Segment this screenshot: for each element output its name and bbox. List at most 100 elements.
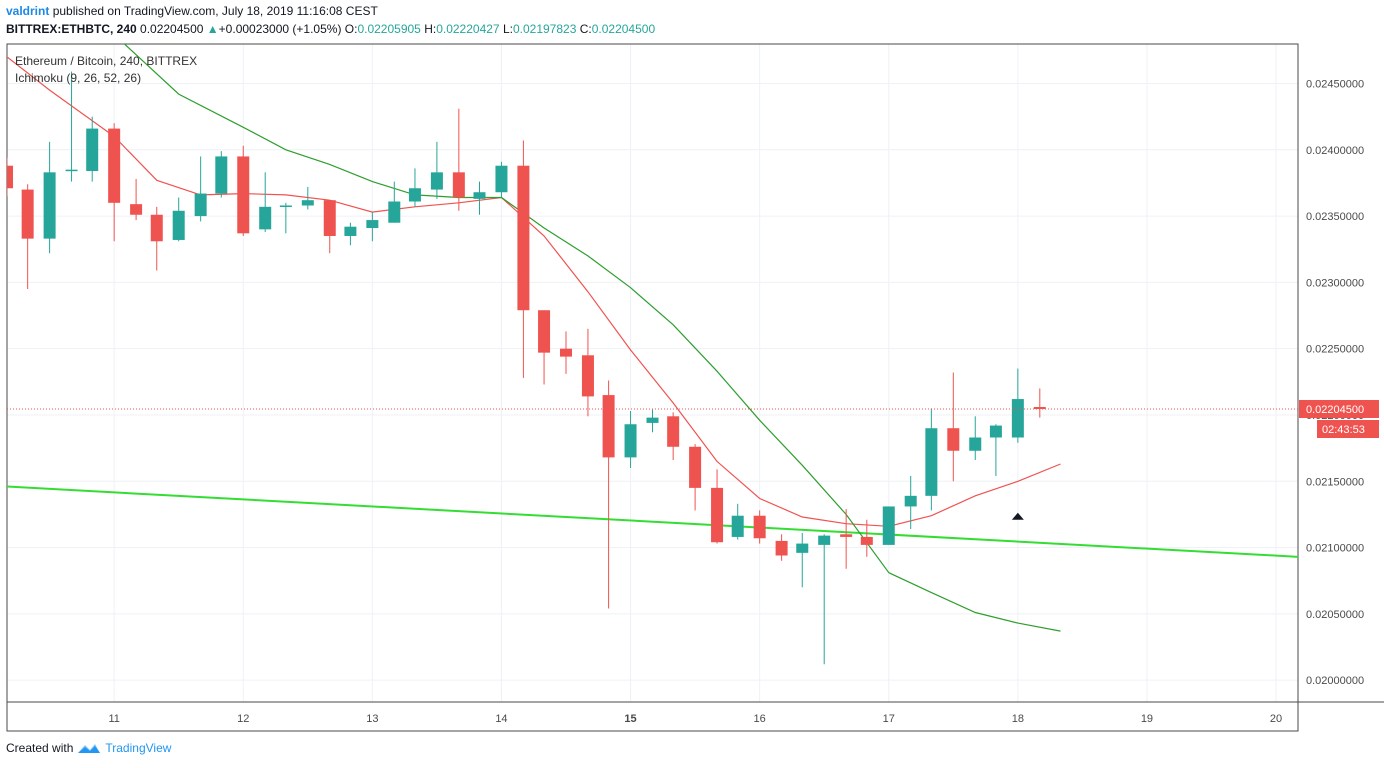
candle-body (408, 188, 421, 202)
price-tick-label: 0.02000000 (1306, 675, 1364, 687)
candle (904, 475, 917, 529)
author-name[interactable]: valdrint (6, 4, 50, 18)
tradingview-logo-icon (78, 744, 101, 753)
candle-body (581, 355, 594, 397)
candle (840, 509, 853, 569)
candle-body (711, 487, 724, 543)
candle (21, 184, 34, 290)
candle (646, 409, 659, 433)
candle-body (925, 428, 938, 496)
plot-frame (6, 43, 1299, 732)
published-text: published on TradingView.com, July 18, 2… (52, 4, 378, 18)
candle-body (904, 495, 917, 507)
candle-body (840, 534, 853, 537)
candle-body (388, 201, 401, 223)
candle (882, 506, 895, 545)
publish-info: valdrint published on TradingView.com, J… (6, 4, 378, 18)
high-label: H: (424, 22, 437, 36)
candle (947, 372, 960, 482)
candle (753, 510, 766, 544)
candle-body (969, 437, 982, 451)
last-price-badge-value: 0.02204500 (1306, 404, 1364, 416)
last-price: 0.02204500 (140, 22, 204, 36)
triangle-up-marker (1011, 512, 1024, 520)
price-tick-label: 0.02250000 (1306, 344, 1364, 356)
tradingview-brand-link[interactable]: TradingView (105, 741, 172, 755)
candle-body (646, 417, 659, 423)
candle-body (1033, 407, 1046, 409)
last-price-badge-bg (1299, 399, 1379, 418)
candle-body (495, 165, 508, 193)
price-tick-label: 0.02400000 (1306, 145, 1364, 157)
time-tick-label: 12 (237, 713, 249, 725)
candle (301, 186, 314, 210)
candle-body (689, 446, 702, 488)
time-axis[interactable]: 11 12 13 14 15 16 17 18 19 20 (108, 713, 1282, 725)
triangle-up-icon (1011, 512, 1024, 520)
candle (408, 168, 421, 207)
candle-body (473, 192, 486, 199)
time-tick-label: 15 (624, 713, 636, 725)
close-value: 0.02204500 (591, 22, 656, 36)
candle (215, 151, 228, 198)
candle (667, 412, 680, 461)
candle-body (7, 165, 13, 189)
low-value: 0.02197823 (512, 22, 577, 36)
price-axis[interactable]: 0.02000000 0.02050000 0.02100000 0.02150000… (1306, 79, 1364, 688)
candle (860, 519, 873, 557)
candle-body (667, 416, 680, 447)
candle (1033, 388, 1046, 418)
candle (624, 410, 637, 468)
countdown-badge-value: 02:43:53 (1322, 424, 1365, 436)
candle (388, 181, 401, 223)
candle-body (775, 540, 788, 556)
candle (731, 503, 744, 540)
candle (473, 181, 486, 215)
legend-indicator: Ichimoku (9, 26, 52, 26) (15, 71, 141, 85)
open-label: O: (344, 22, 358, 36)
candle-body (237, 156, 250, 234)
time-tick-label: 14 (495, 713, 507, 725)
candle-body (194, 193, 207, 217)
time-tick-label: 13 (366, 713, 378, 725)
candle-body (989, 425, 1002, 438)
candle (818, 534, 831, 665)
tenkan-line (7, 56, 1061, 527)
candle-body (560, 348, 573, 357)
candle-body (323, 200, 336, 236)
candle (259, 172, 272, 232)
candle (194, 156, 207, 222)
candle (517, 140, 530, 378)
price-tick-label: 0.02050000 (1306, 609, 1364, 621)
candle (65, 71, 78, 182)
candle-body (517, 165, 530, 311)
candle-body (882, 506, 895, 545)
candle-body (279, 205, 292, 207)
candle (150, 206, 163, 271)
candle (602, 380, 615, 609)
candle (452, 108, 465, 211)
candle (538, 310, 551, 385)
candle (989, 424, 1002, 476)
candle-body (65, 169, 78, 172)
high-value: 0.02220427 (436, 22, 500, 36)
candle (925, 408, 938, 511)
price-tick-label: 0.02450000 (1306, 79, 1364, 91)
support-trendline (7, 485, 1298, 558)
time-tick-label: 19 (1141, 713, 1153, 725)
candle-body (344, 226, 357, 236)
candle (796, 532, 809, 588)
candle-body (150, 214, 163, 242)
candle-body (215, 156, 228, 194)
candle (1011, 368, 1024, 443)
up-arrow-icon: ▲ (206, 22, 219, 36)
chart-grid (7, 44, 1298, 702)
candle-body (366, 220, 379, 229)
ichimoku-lines (7, 44, 1061, 632)
time-tick-label: 11 (108, 713, 119, 725)
time-tick-label: 20 (1270, 713, 1282, 725)
price-tick-label: 0.02150000 (1306, 476, 1364, 488)
candle (43, 141, 56, 254)
candle (86, 116, 99, 182)
